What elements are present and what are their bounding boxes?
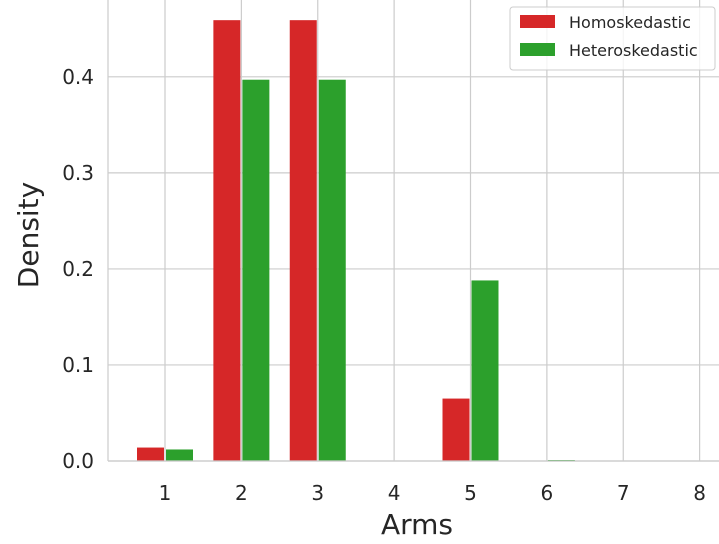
bars	[137, 20, 575, 461]
x-tick-label: 2	[235, 481, 248, 505]
y-tick-label: 0.4	[62, 65, 94, 89]
y-tick-label: 0.0	[62, 449, 94, 473]
y-tick-label: 0.2	[62, 257, 94, 281]
legend-frame	[509, 6, 716, 71]
bar-homoskedastic-1	[137, 447, 164, 461]
bar-heteroskedastic-2	[242, 79, 270, 461]
axes: 0.0 0.1 0.2 0.3 0.4 1 2 3 4 5 6 7 8	[62, 0, 719, 505]
x-tick-label: 4	[388, 481, 401, 505]
legend-label-homoskedastic: Homoskedastic	[569, 13, 691, 32]
grid	[108, 0, 719, 462]
bar-heteroskedastic-3	[318, 79, 346, 461]
x-tick-label: 1	[159, 481, 172, 505]
bar-homoskedastic-3	[289, 20, 317, 461]
x-tick-label: 3	[311, 481, 324, 505]
legend-swatch-heteroskedastic	[520, 43, 555, 56]
legend-swatch-homoskedastic	[520, 15, 555, 28]
x-axis-title: Arms	[381, 508, 453, 541]
bar-homoskedastic-2	[213, 20, 241, 461]
bar-heteroskedastic-5	[471, 280, 499, 461]
x-tick-label: 8	[693, 481, 706, 505]
x-tick-label: 5	[464, 481, 477, 505]
bar-homoskedastic-5	[442, 398, 470, 461]
bar-heteroskedastic-1	[166, 449, 193, 461]
x-tick-label: 6	[541, 481, 554, 505]
legend-label-heteroskedastic: Heteroskedastic	[569, 41, 698, 60]
y-tick-label: 0.3	[62, 161, 94, 185]
y-axis-title: Density	[12, 182, 45, 288]
x-tick-label: 7	[617, 481, 630, 505]
legend: Homoskedastic Heteroskedastic	[509, 6, 716, 71]
y-tick-label: 0.1	[62, 353, 94, 377]
